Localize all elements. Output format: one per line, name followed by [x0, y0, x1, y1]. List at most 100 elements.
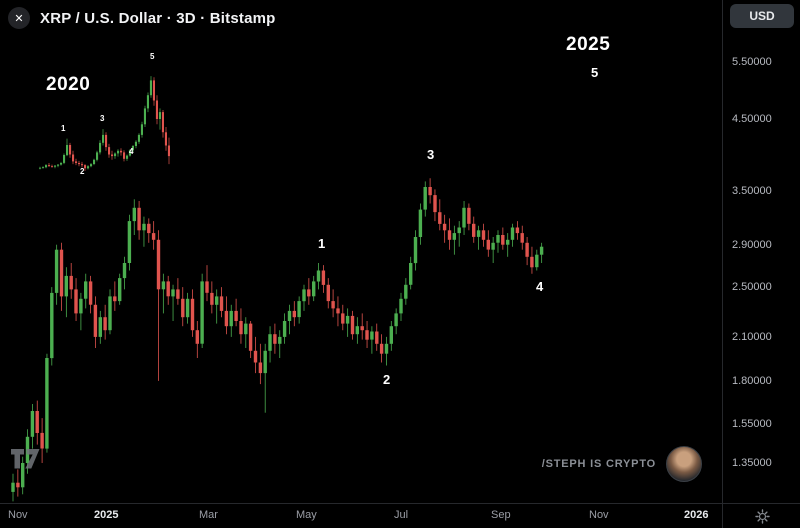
annotation-wave-2[interactable]: 2 — [383, 372, 391, 387]
candle-body — [467, 207, 471, 224]
candle-body — [341, 313, 345, 324]
annotation-wave-4[interactable]: 4 — [536, 279, 544, 294]
price-axis-label: 1.35000 — [732, 457, 772, 469]
inset-candle-body — [137, 134, 140, 142]
candle-body — [370, 331, 374, 340]
annotation-mini-3[interactable]: 3 — [100, 114, 105, 123]
inset-candle-body — [39, 167, 42, 169]
candle-body — [88, 281, 93, 305]
candle-body — [350, 315, 355, 335]
candle-body — [486, 239, 490, 250]
candle-body — [122, 263, 127, 279]
tradingview-logo-icon[interactable] — [10, 448, 44, 470]
candle-body — [360, 326, 364, 331]
candle-body — [535, 254, 539, 268]
time-axis[interactable]: Nov 2025 Mar May Jul Sep Nov 2026 — [0, 503, 722, 528]
candle-body — [384, 343, 389, 354]
settings-gear-icon[interactable] — [754, 508, 770, 524]
chart-canvas[interactable] — [0, 0, 722, 503]
candle-body — [491, 242, 495, 250]
inset-candle-body — [111, 154, 114, 157]
annotation-wave-1[interactable]: 1 — [318, 236, 326, 251]
candle-body — [515, 227, 520, 234]
candle-body — [312, 281, 316, 297]
candle-body — [326, 284, 330, 302]
candle-body — [151, 233, 156, 240]
inset-candle-body — [90, 164, 93, 167]
inset-candle-body — [57, 164, 60, 166]
candle-body — [409, 263, 413, 285]
symbol-title[interactable]: XRP / U.S. Dollar · 3D · Bitstamp — [40, 9, 276, 27]
candle-body — [457, 227, 461, 234]
candle-body — [379, 343, 384, 354]
inset-candle-body — [146, 95, 149, 109]
inset-candle-body — [164, 132, 167, 146]
time-axis-year-label: 2026 — [684, 509, 709, 521]
inset-candle-body — [152, 80, 155, 101]
price-axis-label: 2.90000 — [732, 239, 772, 251]
candle-body — [428, 187, 432, 196]
symbol-header: ✕ XRP / U.S. Dollar · 3D · Bitstamp — [8, 7, 276, 29]
close-icon[interactable]: ✕ — [8, 7, 30, 29]
candle-body — [64, 275, 68, 297]
inset-2020-candles — [39, 76, 170, 171]
inset-candle-body — [105, 134, 108, 148]
candle-body — [394, 313, 398, 327]
time-axis-month-label: Nov — [589, 509, 609, 521]
candle-body — [248, 323, 253, 351]
candle-body — [79, 298, 83, 314]
inset-candle-body — [93, 159, 96, 164]
annotation-mini-5[interactable]: 5 — [150, 52, 155, 61]
candle-body — [137, 207, 141, 231]
candle-body — [190, 298, 195, 331]
inset-candle-body — [81, 164, 84, 166]
price-axis[interactable]: USD 5.50000 4.50000 3.50000 2.90000 2.50000 2… — [722, 0, 800, 503]
inset-candle-body — [128, 150, 131, 156]
annotation-big-2025[interactable]: 2025 — [566, 34, 611, 55]
annotation-big-2020[interactable]: 2020 — [46, 74, 91, 95]
candlestick-plot[interactable] — [0, 0, 800, 503]
inset-candle-body — [155, 100, 158, 119]
time-axis-year-label: 2025 — [94, 509, 119, 521]
inset-candle-body — [161, 112, 164, 133]
inset-candle-body — [126, 155, 129, 159]
inset-candle-body — [48, 165, 51, 167]
candle-body — [176, 289, 180, 299]
candle-body — [413, 237, 418, 264]
annotation-mini-1[interactable]: 1 — [61, 124, 66, 133]
candle-body — [307, 289, 311, 297]
annotation-wave-3[interactable]: 3 — [427, 147, 435, 162]
candle-body — [219, 296, 224, 311]
annotation-mini-4[interactable]: 4 — [129, 147, 134, 156]
candle-body — [181, 298, 185, 318]
candle-body — [438, 212, 442, 224]
candle-body — [74, 289, 78, 314]
inset-candle-body — [60, 163, 63, 165]
candle-body — [30, 411, 35, 437]
candle-body — [462, 207, 466, 228]
annotation-wave-5[interactable]: 5 — [591, 65, 599, 80]
candle-body — [530, 256, 534, 268]
candle-body — [520, 233, 524, 243]
inset-candle-body — [117, 150, 120, 154]
price-axis-label: 2.10000 — [732, 331, 772, 343]
time-axis-month-label: Jul — [394, 509, 409, 521]
candle-body — [375, 331, 379, 344]
candle-body — [45, 358, 49, 449]
candle-body — [127, 221, 132, 263]
candle-body — [506, 239, 510, 245]
time-axis-month-label: Mar — [199, 509, 218, 521]
candle-body — [16, 482, 20, 488]
candle-body — [93, 304, 98, 337]
currency-button[interactable]: USD — [730, 4, 794, 28]
annotation-mini-2[interactable]: 2 — [80, 167, 85, 176]
candle-body — [539, 246, 544, 255]
candle-body — [166, 281, 170, 297]
time-axis-month-label: May — [296, 509, 317, 521]
candle-body — [268, 334, 272, 351]
inset-candle-body — [72, 154, 75, 162]
candle-body — [433, 195, 437, 213]
candle-body — [273, 334, 277, 344]
